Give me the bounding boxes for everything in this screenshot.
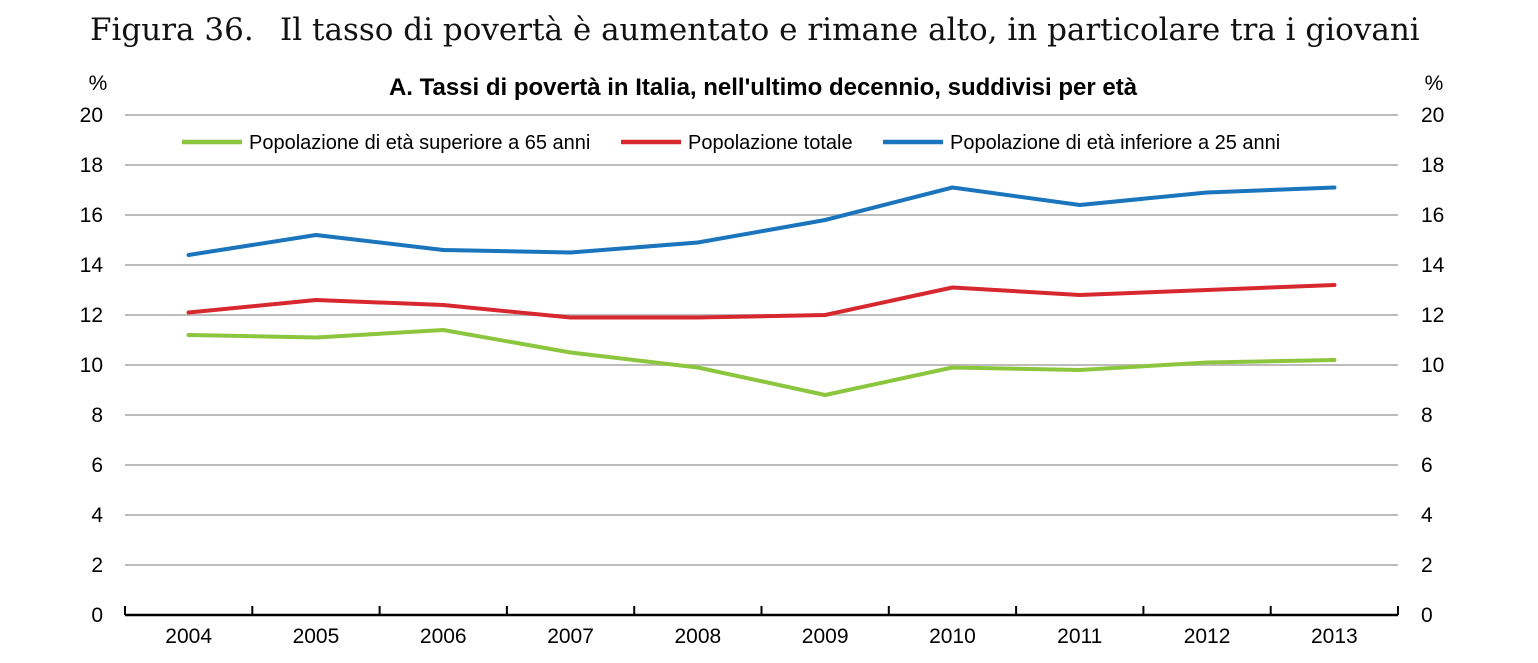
series-3-point <box>823 218 828 222</box>
y-tick-label-right: 2 <box>1421 554 1433 577</box>
series-3-point <box>1077 203 1082 207</box>
y-axis-right: 0 2 4 6 8 10 12 14 16 18 20 <box>1421 104 1445 627</box>
y-tick-label-left: 16 <box>80 204 103 227</box>
series-3-point <box>1332 185 1337 190</box>
x-tick-label: 2011 <box>1057 625 1102 648</box>
series-1-point <box>1332 358 1337 362</box>
series-2-point <box>313 298 318 302</box>
y-tick-label-right: 20 <box>1421 104 1444 127</box>
y-tick-label-right: 18 <box>1421 154 1444 177</box>
legend-label: Popolazione di età inferiore a 25 anni <box>950 132 1280 154</box>
x-tick-label: 2012 <box>1184 625 1231 648</box>
series-2-point <box>950 285 955 290</box>
series-2-point <box>695 315 700 320</box>
x-axis: 2004 2005 2006 2007 2008 2009 2010 2011 2012 2013 <box>124 606 1399 648</box>
series-1-point <box>568 350 573 355</box>
series-1-point <box>823 393 828 397</box>
y-tick-label-right: 8 <box>1421 404 1433 427</box>
legend-label: Popolazione totale <box>688 132 853 154</box>
series-lines <box>186 185 1337 397</box>
y-tick-label-right: 14 <box>1421 254 1445 277</box>
y-tick-label-right: 0 <box>1421 604 1433 627</box>
series-line-1 <box>186 328 1337 397</box>
x-tick-label: 2008 <box>674 625 721 648</box>
x-tick-label: 2013 <box>1311 625 1358 648</box>
series-3-point <box>313 233 318 237</box>
figure-label: Figura 36. <box>90 12 254 48</box>
y-tick-label-left: 8 <box>91 404 103 427</box>
series-1-point <box>1077 368 1082 372</box>
y-tick-label-left: 14 <box>80 254 104 277</box>
x-tick-label: 2006 <box>420 625 467 648</box>
series-3-point <box>186 253 191 257</box>
series-3-point <box>568 250 573 255</box>
series-2-point <box>186 310 191 315</box>
figure-title: Il tasso di povertà è aumentato e rimane… <box>280 12 1420 48</box>
y-unit-right: % <box>1425 72 1444 95</box>
y-tick-label-left: 10 <box>80 354 103 377</box>
series-1-point <box>313 335 318 340</box>
series-1-point <box>1205 360 1210 365</box>
series-3-point <box>695 240 700 245</box>
y-unit-left: % <box>89 72 108 95</box>
series-1-point <box>186 333 191 337</box>
series-3-point <box>1205 190 1210 195</box>
series-2-point <box>1332 283 1337 287</box>
y-tick-label-right: 16 <box>1421 204 1444 227</box>
y-tick-label-right: 10 <box>1421 354 1444 377</box>
series-2-point <box>1077 293 1082 297</box>
y-tick-label-left: 2 <box>91 554 103 577</box>
x-tick-label: 2007 <box>547 625 594 648</box>
chart-title: A. Tassi di povertà in Italia, nell'ulti… <box>389 74 1138 101</box>
series-2-point <box>441 303 446 307</box>
series-2-point <box>568 315 573 320</box>
y-tick-label-right: 4 <box>1421 504 1433 527</box>
x-tick-label: 2005 <box>293 625 340 648</box>
series-3-point <box>441 248 446 252</box>
series-3-point <box>950 185 955 190</box>
legend-label: Popolazione di età superiore a 65 anni <box>249 132 590 154</box>
y-tick-label-right: 6 <box>1421 454 1433 477</box>
x-tick-label: 2004 <box>165 625 212 648</box>
series-2-point <box>823 313 828 317</box>
gridlines <box>125 114 1398 566</box>
y-tick-label-left: 12 <box>80 304 103 327</box>
y-tick-label-left: 20 <box>80 104 103 127</box>
y-tick-label-left: 4 <box>91 504 103 527</box>
x-tick-label: 2009 <box>802 625 849 648</box>
y-tick-label-left: 6 <box>91 454 103 477</box>
series-line-3 <box>186 185 1337 257</box>
series-1-point <box>441 328 446 332</box>
series-1-point <box>950 365 955 370</box>
y-axis-left: 0 2 4 6 8 10 12 14 16 18 20 <box>80 104 104 627</box>
x-tick-label: 2010 <box>929 625 976 648</box>
y-tick-label-left: 18 <box>80 154 103 177</box>
legend: Popolazione di età superiore a 65 anni Po… <box>182 132 1280 154</box>
y-tick-label-left: 0 <box>91 604 103 627</box>
series-2-point <box>1205 288 1210 292</box>
series-1-point <box>695 365 700 370</box>
y-tick-label-right: 12 <box>1421 304 1444 327</box>
series-line-2 <box>186 283 1337 320</box>
